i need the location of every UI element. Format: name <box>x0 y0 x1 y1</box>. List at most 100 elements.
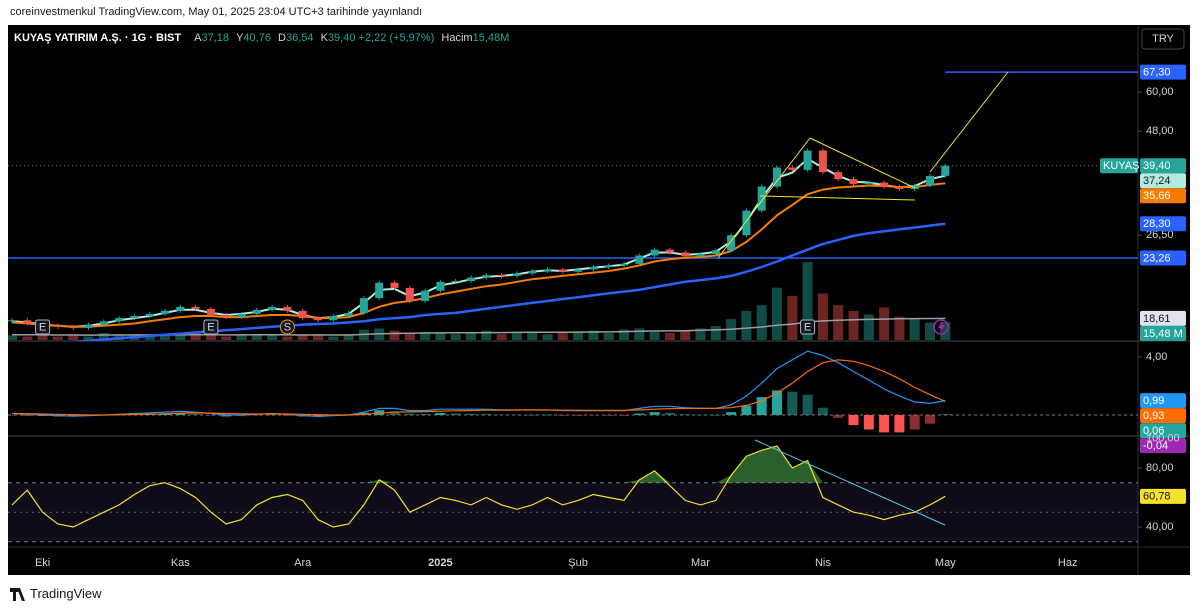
dividend-icon <box>938 321 945 333</box>
volume-bar <box>863 314 874 340</box>
histogram-bar <box>542 414 553 416</box>
candle-body <box>727 235 736 251</box>
histogram-bar <box>481 413 492 415</box>
candle-body <box>665 249 674 253</box>
volume-bar <box>879 307 890 340</box>
volume-bar <box>8 335 17 340</box>
price-label-box <box>1140 438 1186 454</box>
candle-body <box>344 312 353 317</box>
volume-bar <box>420 331 431 340</box>
candle-body <box>574 269 583 272</box>
histogram-bar <box>205 414 216 416</box>
histogram-bar <box>863 414 874 430</box>
volume-bar <box>68 335 79 340</box>
candle-body <box>681 252 690 257</box>
volume-bar <box>527 331 538 340</box>
symbol-title: KUYAŞ YATIRIM A.Ş. · 1G · BIST <box>14 32 182 44</box>
histogram-bar <box>466 413 476 415</box>
histogram-bar <box>588 414 599 416</box>
volume-bar <box>833 305 844 340</box>
rsi-trend-line <box>754 439 946 526</box>
x-tick-label: Haz <box>1058 557 1078 569</box>
candle-body <box>512 273 521 276</box>
volume-bar <box>282 336 293 340</box>
volume-bar <box>98 333 109 340</box>
histogram-bar <box>190 414 201 415</box>
volume-bar <box>588 330 599 340</box>
candle-body <box>23 320 32 324</box>
volume-bar <box>496 334 507 340</box>
price-label-box <box>1140 310 1186 326</box>
volume-bar <box>328 336 339 340</box>
candle-body <box>405 287 414 301</box>
ohlc-key: Y <box>236 32 244 44</box>
candle-body <box>84 324 93 328</box>
histogram-bar <box>175 413 186 415</box>
trend-line <box>809 137 916 189</box>
macd-line <box>11 350 946 418</box>
price-label: 35,66 <box>1143 190 1171 202</box>
x-tick-label: Nis <box>815 557 831 569</box>
volume-bar <box>236 335 247 340</box>
candle-body <box>528 270 537 274</box>
candle-body <box>298 310 307 319</box>
histogram-bar <box>710 414 721 416</box>
currency-button[interactable] <box>1141 28 1185 50</box>
price-label-box <box>1140 250 1186 266</box>
histogram-bar <box>374 410 385 415</box>
candle-body <box>834 172 843 180</box>
symbol-name: KUYAŞ <box>1103 160 1139 172</box>
histogram-bar <box>695 414 706 416</box>
y-tick-label: 80,00 <box>1146 462 1174 474</box>
histogram-bar <box>894 414 905 433</box>
x-tick-label: May <box>935 557 956 569</box>
y-tick-label: 60,00 <box>1146 86 1174 98</box>
histogram-bar <box>496 414 507 416</box>
candle-body <box>252 309 261 314</box>
candle-body <box>803 150 812 170</box>
histogram-bar <box>817 407 828 415</box>
candle-body <box>191 306 200 309</box>
candle-body <box>482 275 491 278</box>
histogram-bar <box>603 414 614 416</box>
histogram-bar <box>435 412 446 415</box>
volume-bar <box>190 333 201 340</box>
histogram-bar <box>221 414 232 417</box>
volume-bar <box>802 262 813 340</box>
event-label: E <box>207 321 214 333</box>
histogram-bar <box>909 414 920 430</box>
volume-bar <box>649 331 660 340</box>
trend-line <box>717 137 811 259</box>
volume-bar <box>557 333 568 340</box>
price-label-box <box>1140 64 1186 80</box>
price-label: 0,93 <box>1143 410 1164 422</box>
volume-key: Hacim <box>441 32 473 44</box>
ohlc-value: 36,54 <box>285 32 314 44</box>
histogram-bar <box>282 414 293 416</box>
volume-bar <box>925 322 935 340</box>
overbought-fill <box>12 445 946 483</box>
volume-bar <box>343 335 354 340</box>
moving-average-line <box>69 222 946 341</box>
candle-body <box>314 318 322 321</box>
event-badge <box>203 319 219 335</box>
candle-body <box>161 310 169 314</box>
ohlc-value: 40,76 <box>243 32 271 44</box>
volume-bar <box>940 322 951 340</box>
candle-body <box>237 313 246 318</box>
candle-body <box>359 298 368 313</box>
candle-body <box>283 306 292 311</box>
candle-body <box>206 308 215 315</box>
histogram-bar <box>511 414 522 416</box>
histogram-bar <box>772 390 782 415</box>
histogram-bar <box>680 414 691 415</box>
price-label-box <box>1140 158 1186 174</box>
volume-bar <box>817 293 828 340</box>
price-label: 15,48 M <box>1143 328 1183 340</box>
volume-bar <box>573 331 584 340</box>
y-tick-label: 26,50 <box>1146 229 1174 241</box>
candle-body <box>421 290 430 301</box>
y-tick-label: 100,00 <box>1146 432 1180 444</box>
candle-body <box>818 150 827 173</box>
